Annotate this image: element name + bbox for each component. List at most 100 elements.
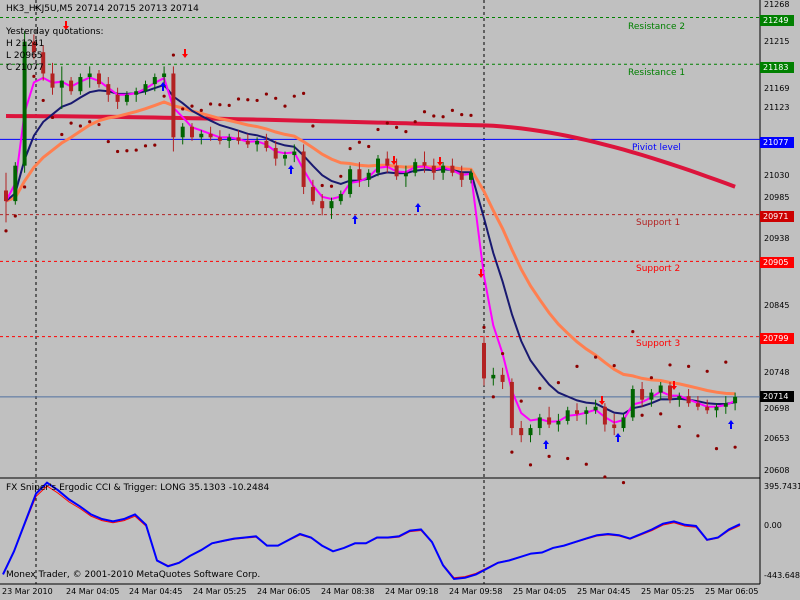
- candle-body: [4, 190, 8, 202]
- sar-dot: [339, 174, 343, 178]
- candle-body: [329, 201, 334, 209]
- candle-body: [376, 158, 380, 173]
- sar-dot: [413, 120, 417, 124]
- price-tick: 21268: [764, 0, 790, 9]
- candle-body: [41, 52, 46, 74]
- candle-body: [69, 80, 74, 92]
- candle-body: [621, 417, 626, 429]
- candle-body: [87, 73, 92, 78]
- sar-dot: [714, 447, 719, 451]
- yesterday-high: H 21241: [6, 39, 45, 49]
- candle-body: [31, 41, 36, 53]
- sar-dot: [4, 229, 8, 233]
- candle-body: [431, 165, 436, 173]
- sar-dot: [13, 214, 17, 218]
- sar-dot: [575, 364, 579, 368]
- sar-dot: [395, 125, 399, 129]
- copyright-text: Monex Trader, © 2001-2010 MetaQuotes Sof…: [6, 570, 261, 580]
- sar-dot: [612, 364, 616, 368]
- sar-dot: [78, 124, 82, 128]
- resistance-2-price-tag: 21249: [760, 15, 794, 26]
- price-tick: 21030: [764, 171, 790, 180]
- candle-body: [649, 392, 654, 400]
- sar-dot: [274, 96, 278, 100]
- sar-dot: [491, 395, 495, 399]
- sar-dot: [116, 149, 120, 154]
- candle-body: [547, 417, 552, 425]
- symbol-header: HK3_HKJ5U,M5 20714 20715 20713 20714: [6, 4, 199, 14]
- sar-dot: [469, 113, 473, 117]
- price-tick: 21215: [764, 37, 790, 46]
- sar-dot: [432, 114, 436, 118]
- candle-body: [236, 137, 241, 141]
- indicator-title: FX Sniper's Ergodic CCI & Trigger: LONG …: [6, 483, 270, 493]
- sar-dot: [724, 360, 728, 364]
- support-2-label: Support 2: [636, 264, 681, 274]
- candle-body: [640, 389, 645, 400]
- sar-dot: [668, 363, 672, 367]
- buy-arrow-icon: [288, 165, 294, 174]
- yesterday-close: C 21077: [6, 63, 44, 73]
- indicator-axis-bottom: -443.6480: [764, 571, 800, 580]
- mid-moving-average: [5, 100, 736, 396]
- support-3-label: Support 3: [636, 339, 681, 349]
- sar-dot: [519, 399, 523, 403]
- candle-body: [199, 133, 204, 138]
- sar-dot: [236, 97, 241, 101]
- buy-arrow-icon: [615, 433, 621, 442]
- candle-body: [403, 172, 408, 177]
- support-1-price-tag: 20971: [760, 211, 794, 222]
- candle-body: [509, 381, 514, 429]
- sar-dot: [357, 140, 361, 144]
- buy-arrow-icon: [543, 440, 549, 449]
- sar-dot: [153, 143, 157, 147]
- sar-dot: [348, 147, 352, 151]
- yesterday-title: Yesterday quotations:: [6, 27, 104, 37]
- time-label: 23 Mar 2010: [2, 587, 53, 596]
- candle-body: [714, 406, 719, 411]
- sar-dot: [584, 462, 588, 466]
- candle-body: [310, 186, 315, 202]
- sar-dot: [227, 103, 231, 107]
- sar-dot: [556, 381, 561, 385]
- sar-dot: [190, 104, 194, 108]
- candle-body: [519, 428, 524, 436]
- sell-arrow-icon: [63, 21, 69, 30]
- candle-body: [292, 151, 297, 156]
- candle-body: [584, 410, 589, 414]
- candle-body: [97, 73, 101, 85]
- sar-dot: [209, 102, 213, 106]
- candle-body: [124, 94, 129, 102]
- time-label: 24 Mar 08:38: [321, 587, 375, 596]
- sar-dot: [255, 98, 259, 103]
- sar-dot: [385, 121, 389, 125]
- sar-dot: [687, 364, 691, 368]
- candle-body: [593, 406, 598, 411]
- candle-body: [385, 158, 390, 166]
- sar-dot: [97, 122, 101, 127]
- sar-dot: [501, 351, 505, 356]
- sar-dot: [705, 369, 709, 373]
- price-tick: 20748: [764, 368, 790, 377]
- slow-moving-average: [5, 114, 736, 189]
- sar-dot: [621, 481, 626, 485]
- sar-dot: [441, 115, 445, 119]
- candle-body: [500, 374, 505, 382]
- sell-arrow-icon: [478, 269, 484, 278]
- sell-arrow-icon: [391, 156, 397, 165]
- sar-dot: [218, 103, 222, 107]
- sar-dot: [23, 185, 27, 189]
- time-label: 24 Mar 09:18: [385, 587, 439, 596]
- sar-dot: [199, 108, 203, 112]
- cci-line: [2, 481, 741, 581]
- sar-dot: [302, 91, 306, 95]
- sar-dot: [566, 456, 570, 461]
- indicator-pane[interactable]: [0, 480, 760, 584]
- sar-dot: [594, 355, 598, 359]
- price-tick: 20845: [764, 301, 790, 310]
- sar-dot: [69, 121, 73, 125]
- sar-dot: [631, 330, 635, 334]
- candle-body: [450, 165, 455, 173]
- candle-body: [143, 84, 148, 92]
